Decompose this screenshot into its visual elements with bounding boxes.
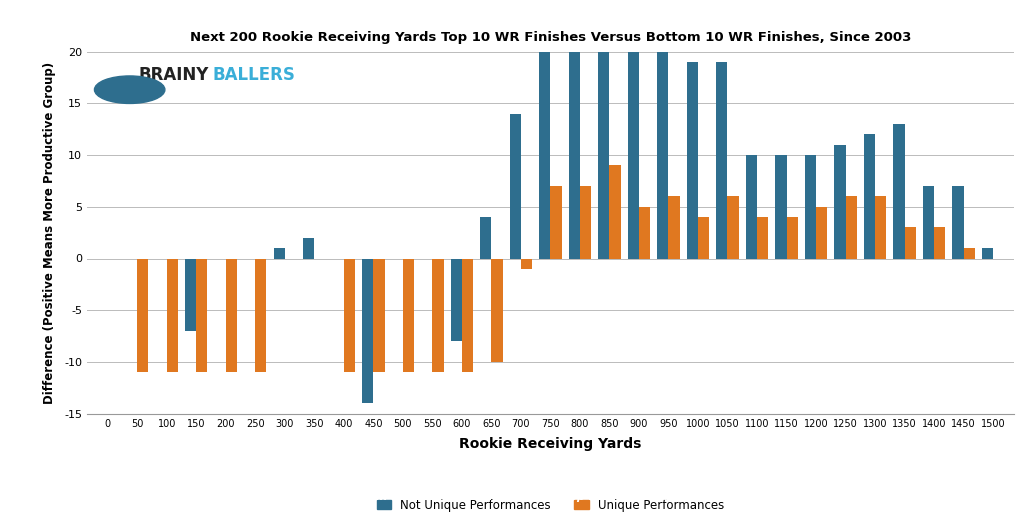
Bar	[462, 258, 473, 372]
Bar	[598, 52, 609, 258]
Bar	[374, 258, 385, 372]
X-axis label: Rookie Receiving Yards: Rookie Receiving Yards	[459, 437, 642, 451]
Bar	[344, 258, 355, 372]
Y-axis label: Difference (Positive Means More Productive Group): Difference (Positive Means More Producti…	[43, 62, 56, 404]
Bar	[540, 52, 551, 258]
Bar	[492, 258, 503, 362]
Bar	[521, 258, 532, 269]
Bar	[628, 52, 639, 258]
Text: BALLERS: BALLERS	[212, 66, 295, 84]
Bar	[402, 258, 414, 372]
Legend: Not Unique Performances, Unique Performances: Not Unique Performances, Unique Performa…	[372, 494, 729, 516]
Bar	[480, 217, 492, 258]
Bar	[303, 238, 314, 258]
Bar	[846, 196, 857, 258]
Bar	[551, 186, 561, 258]
Bar	[805, 155, 816, 258]
Bar	[580, 186, 591, 258]
Bar	[362, 258, 374, 403]
Bar	[568, 52, 580, 258]
Bar	[864, 134, 876, 258]
Bar	[197, 258, 208, 372]
Bar	[786, 217, 798, 258]
Bar	[273, 248, 285, 258]
Bar	[137, 258, 148, 372]
Bar	[904, 227, 915, 258]
Bar	[727, 196, 738, 258]
Bar	[816, 207, 827, 258]
Bar	[934, 227, 945, 258]
Bar	[432, 258, 443, 372]
Bar	[669, 196, 680, 258]
Bar	[893, 124, 904, 258]
Bar	[167, 258, 178, 372]
Circle shape	[94, 76, 165, 103]
Bar	[225, 258, 237, 372]
Bar	[757, 217, 768, 258]
Bar	[451, 258, 462, 341]
Title: Next 200 Rookie Receiving Yards Top 10 WR Finishes Versus Bottom 10 WR Finishes,: Next 200 Rookie Receiving Yards Top 10 W…	[189, 31, 911, 43]
Bar	[982, 248, 993, 258]
Bar	[775, 155, 786, 258]
Bar	[657, 52, 669, 258]
Bar	[687, 62, 698, 258]
Bar	[952, 186, 964, 258]
Bar	[609, 165, 621, 258]
Bar	[255, 258, 266, 372]
Text: BRAINY: BRAINY	[138, 66, 209, 84]
Bar	[185, 258, 197, 331]
Bar	[923, 186, 934, 258]
Bar	[876, 196, 886, 258]
Bar	[835, 145, 846, 258]
Bar	[639, 207, 650, 258]
Text: *Desired outcome: We want a negative number for unique differences and a positiv: *Desired outcome: We want a negative num…	[67, 481, 957, 502]
Bar	[716, 62, 727, 258]
Bar	[510, 114, 521, 258]
Bar	[964, 248, 975, 258]
Bar	[745, 155, 757, 258]
Bar	[698, 217, 710, 258]
